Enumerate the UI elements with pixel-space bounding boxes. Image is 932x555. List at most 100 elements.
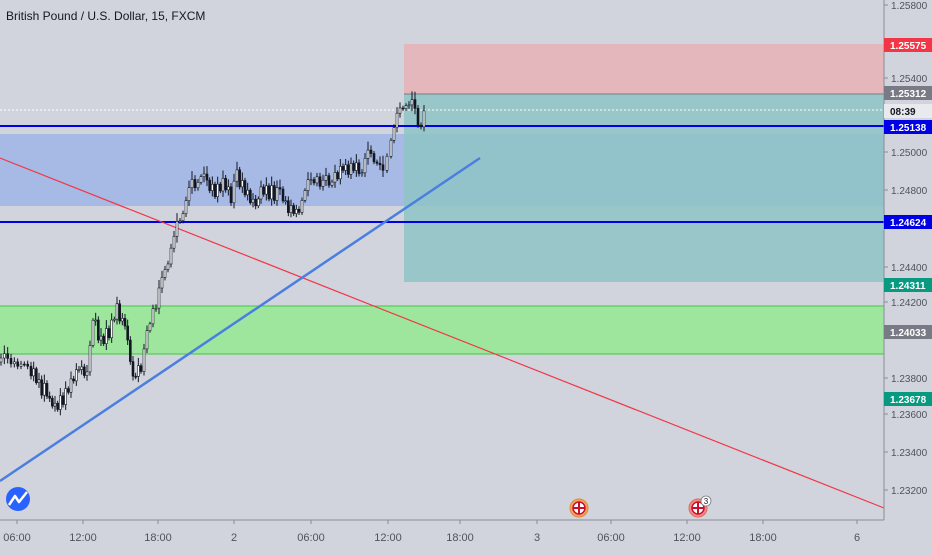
candle-body (32, 368, 35, 377)
time-tick-label: 18:00 (144, 532, 172, 544)
price-tick-label: 1.24400 (891, 263, 928, 274)
candle-body (216, 183, 219, 198)
candle-body (352, 163, 355, 171)
candle-body (175, 221, 179, 237)
candle-body (51, 397, 54, 407)
time-tick-label: 6 (854, 532, 860, 544)
time-tick-label: 18:00 (749, 532, 777, 544)
time-tick-label: 2 (231, 532, 237, 544)
candle-body (43, 383, 46, 396)
candle-body (118, 303, 121, 322)
candle-body (199, 176, 203, 183)
candle-body (404, 105, 408, 109)
candle-body (392, 127, 396, 141)
candle-body (129, 339, 132, 362)
candle-body (273, 185, 276, 201)
candle-body (292, 205, 295, 214)
candle-body (254, 198, 257, 207)
price-tag-label: 1.23678 (890, 395, 927, 406)
candle-body (45, 383, 49, 397)
candle-body (249, 189, 252, 203)
candle-body (321, 179, 325, 187)
red-trend-line[interactable] (0, 157, 885, 509)
candle-body (287, 200, 290, 213)
candle-body (324, 175, 328, 181)
candle-body (211, 183, 214, 191)
candle-body (410, 99, 414, 106)
candle-body (126, 325, 129, 341)
candle-body (347, 164, 350, 175)
candle-body (381, 164, 385, 171)
price-tick-label: 1.25000 (891, 148, 928, 159)
candle-body (13, 361, 16, 365)
price-tag-label: 1.25312 (890, 89, 927, 100)
tradingview-logo[interactable] (6, 487, 30, 511)
candle-body (190, 179, 194, 188)
candle-body (157, 287, 161, 309)
candle-body (235, 169, 239, 182)
candle-body (61, 395, 65, 405)
candle-body (284, 200, 287, 203)
candle-body (360, 172, 364, 175)
candle-body (401, 107, 405, 110)
chart-title: British Pound / U.S. Dollar, 15, FXCM (6, 9, 205, 23)
price-tag-label: 1.25138 (890, 123, 927, 134)
candle-body (19, 363, 23, 367)
candle-body (105, 328, 108, 344)
candle-body (257, 198, 260, 207)
target-zone[interactable] (404, 94, 884, 282)
candle-body (69, 378, 73, 393)
candle-body (375, 161, 379, 164)
candle-body (339, 166, 342, 180)
time-axis-ticks: 06:00 12:00 18:00 2 06:00 12:00 18:00 3 06:00 12:… (3, 520, 860, 544)
candle-body (113, 318, 116, 321)
time-tick-label: 3 (534, 532, 540, 544)
blue-trend-line[interactable] (0, 156, 481, 483)
candle-body (243, 180, 247, 196)
candle-body (166, 263, 170, 270)
candle-body (23, 363, 26, 366)
candle-body (0, 357, 3, 363)
candle-body (303, 190, 307, 201)
candle-body (251, 198, 255, 203)
candle-body (327, 175, 331, 186)
price-tag-box (884, 86, 932, 100)
green-zone[interactable] (0, 306, 884, 354)
candlestick-series (0, 91, 426, 416)
candle-body (85, 371, 89, 376)
candle-body (94, 319, 97, 322)
candle-body (413, 99, 417, 109)
candle-body (369, 149, 373, 154)
candle-body (64, 388, 67, 405)
candle-body (48, 395, 51, 399)
price-tag-label: 08:39 (890, 107, 916, 118)
candle-body (160, 277, 164, 289)
candle-body (59, 395, 62, 410)
candle-body (123, 318, 127, 327)
candle-body (26, 363, 29, 367)
candle-body (208, 179, 211, 191)
candle-body (363, 158, 367, 174)
candle-body (67, 388, 70, 393)
candle-body (306, 179, 310, 191)
price-tick-label: 1.25800 (891, 1, 928, 12)
candle-body (295, 208, 298, 214)
candle-body (309, 179, 313, 181)
price-tick-label: 1.23400 (891, 448, 928, 459)
uk-flag-icon[interactable] (569, 498, 589, 518)
candle-body (172, 236, 176, 249)
candle-body (349, 163, 353, 175)
candle-body (341, 166, 345, 171)
candle-body (107, 328, 111, 339)
uk-flag-icon-multi[interactable]: 3 (688, 495, 712, 518)
stop-zone[interactable] (404, 44, 884, 94)
candle-body (139, 365, 143, 372)
candle-body (110, 319, 113, 339)
candle-body (366, 149, 370, 159)
candle-body (169, 247, 173, 265)
time-tick-label: 18:00 (446, 532, 474, 544)
price-tick-label: 1.23200 (891, 486, 928, 497)
price-tag-box (884, 325, 932, 339)
candle-body (395, 112, 399, 128)
